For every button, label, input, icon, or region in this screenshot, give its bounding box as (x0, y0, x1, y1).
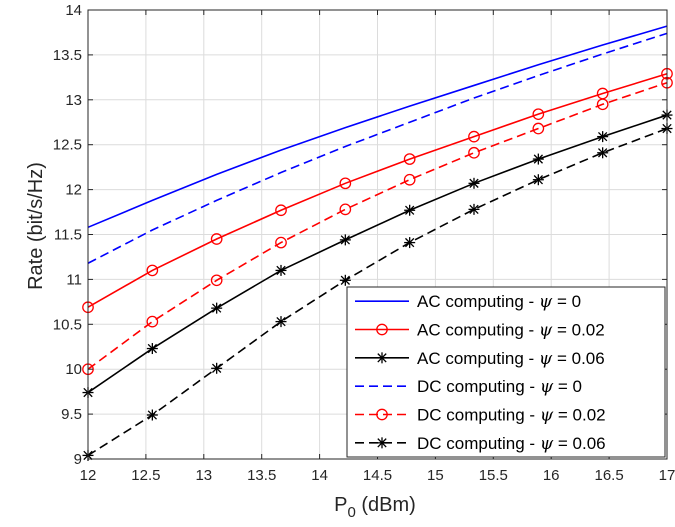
x-tick-labels: 12 12.5 13 13.5 14 14.5 15 15.5 16 16.5 17 (80, 467, 675, 484)
data-point-marker (532, 108, 545, 121)
series-line (87, 81, 668, 370)
data-point-marker (597, 131, 609, 143)
data-point-marker (403, 153, 416, 165)
x-axis-label-unit: (dBm) (356, 494, 416, 516)
series-1 (87, 25, 668, 229)
y-tick-label: 10.5 (53, 316, 82, 333)
x-tick-label: 15 (427, 467, 444, 484)
legend-marker (376, 437, 388, 449)
x-tick-label: 13.5 (247, 467, 276, 484)
y-tick-label: 12 (65, 182, 82, 199)
legend-marker (376, 352, 388, 364)
x-axis-label-subscript: 0 (348, 504, 356, 521)
legend-label: DC computing - ψ = 0.02 (417, 406, 606, 426)
data-point-marker (146, 409, 158, 421)
data-point-marker (532, 122, 545, 135)
data-point-marker (596, 98, 609, 111)
data-point-marker (211, 302, 223, 314)
x-axis-label-main: P (334, 494, 347, 516)
data-point-marker (146, 343, 158, 355)
data-point-marker (210, 233, 223, 245)
legend-item: AC computing - ψ = 0 (355, 292, 581, 312)
legend-label: DC computing - ψ = 0 (417, 377, 582, 397)
series-5 (82, 76, 673, 376)
legend-item: DC computing - ψ = 0.02 (355, 406, 606, 426)
series-layer (82, 25, 673, 461)
y-tick-label: 10 (65, 361, 82, 378)
x-tick-label: 15.5 (479, 467, 508, 484)
data-point-marker (468, 146, 480, 159)
y-tick-label: 11 (66, 271, 82, 288)
legend-item: AC computing - ψ = 0.02 (355, 321, 605, 341)
data-point-marker (275, 236, 287, 249)
legend: AC computing - ψ = 0 AC computing - ψ = 0… (346, 286, 666, 458)
series-line (87, 72, 668, 308)
data-point-marker (339, 177, 352, 190)
data-point-marker (275, 204, 287, 217)
data-point-marker (597, 147, 609, 159)
data-point-marker (146, 315, 159, 328)
y-tick-label: 9 (74, 451, 82, 468)
legend-label: DC computing - ψ = 0.06 (417, 434, 606, 454)
series-2 (82, 67, 673, 314)
data-point-marker (146, 264, 159, 277)
y-tick-label: 11.5 (54, 227, 82, 244)
y-tick-label: 14 (65, 2, 82, 19)
axes-frame (87, 9, 668, 460)
x-tick-label: 17 (659, 467, 675, 484)
legend-box (346, 286, 666, 458)
x-tick-label: 12.5 (131, 467, 160, 484)
data-point-marker (210, 274, 223, 287)
data-point-marker (404, 237, 416, 249)
x-tick-label: 14.5 (363, 467, 392, 484)
y-tick-label: 9.5 (61, 406, 82, 423)
legend-marker (376, 408, 388, 421)
data-point-marker (339, 274, 351, 286)
legend-item: AC computing - ψ = 0.06 (355, 349, 605, 369)
legend-label: AC computing - ψ = 0 (417, 292, 581, 312)
x-tick-label: 16.5 (594, 467, 623, 484)
legend-item: DC computing - ψ = 0 (355, 377, 582, 397)
data-point-marker (404, 204, 416, 216)
y-tick-label: 13 (65, 92, 82, 109)
y-tick-label: 13.5 (53, 47, 82, 64)
data-point-marker (339, 203, 352, 216)
x-tick-label: 16 (543, 467, 560, 484)
y-axis-label: Rate (bit/s/Hz) (25, 162, 47, 290)
data-point-marker (468, 203, 480, 215)
legend-label: AC computing - ψ = 0.06 (417, 349, 605, 369)
axes-box (87, 9, 668, 460)
legend-marker (376, 323, 388, 336)
series-line (87, 127, 668, 457)
series-line (87, 32, 668, 264)
y-tick-label: 12.5 (53, 137, 82, 154)
data-point-marker (403, 173, 416, 186)
data-point-marker (275, 316, 287, 328)
data-point-marker (532, 174, 544, 186)
series-line (87, 25, 668, 229)
legend-label: AC computing - ψ = 0.02 (417, 321, 605, 341)
x-axis-label: P0 (dBm) (334, 494, 416, 521)
x-tick-label: 12 (80, 467, 97, 484)
data-point-marker (468, 130, 480, 143)
x-tick-label: 13 (195, 467, 212, 484)
data-point-marker (211, 362, 223, 374)
series-line (87, 114, 668, 394)
data-point-marker (275, 264, 287, 276)
data-point-marker (339, 234, 351, 246)
legend-item: DC computing - ψ = 0.06 (355, 434, 606, 454)
data-point-marker (532, 153, 544, 165)
series-4 (87, 32, 668, 264)
y-tick-labels: 9 9.5 10 10.5 11 11.5 12 12.5 13 13.5 14 (53, 2, 82, 468)
data-point-marker (468, 177, 480, 189)
x-tick-label: 14 (311, 467, 328, 484)
